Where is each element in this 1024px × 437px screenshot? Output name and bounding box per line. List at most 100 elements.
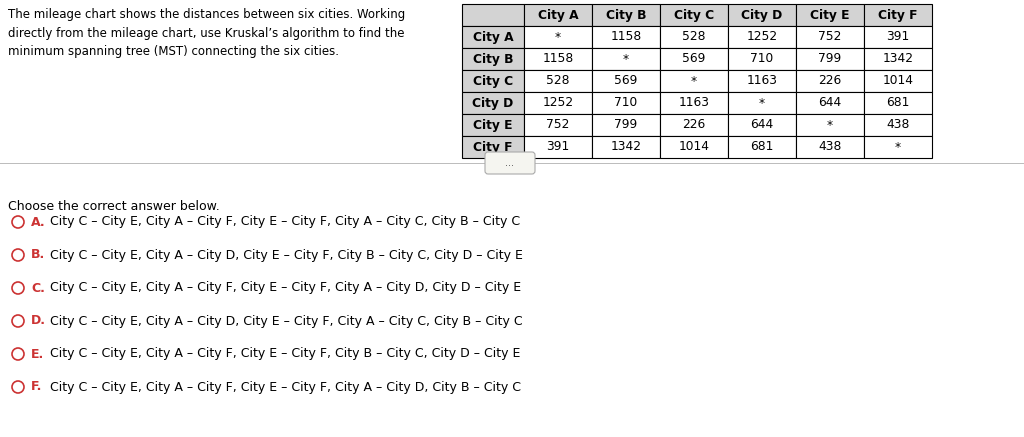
Bar	[524, 114, 592, 136]
Bar	[660, 92, 728, 114]
Bar	[660, 48, 728, 70]
Bar	[660, 114, 728, 136]
Bar	[462, 26, 524, 48]
Text: City C – City E, City A – City D, City E – City F, City B – City C, City D – Cit: City C – City E, City A – City D, City E…	[50, 249, 523, 261]
Bar	[592, 26, 660, 48]
Bar	[660, 26, 728, 48]
Text: City C – City E, City A – City F, City E – City F, City B – City C, City D – Cit: City C – City E, City A – City F, City E…	[50, 347, 520, 361]
Text: 752: 752	[547, 118, 569, 132]
Text: *: *	[759, 97, 765, 110]
Text: 1252: 1252	[543, 97, 573, 110]
Text: 226: 226	[682, 118, 706, 132]
Bar	[728, 4, 796, 26]
Text: City B: City B	[606, 8, 646, 21]
Text: City C – City E, City A – City F, City E – City F, City A – City D, City B – Cit: City C – City E, City A – City F, City E…	[50, 381, 521, 393]
Text: 391: 391	[547, 141, 569, 153]
Text: 1342: 1342	[883, 52, 913, 66]
Bar	[864, 70, 932, 92]
Text: B.: B.	[31, 249, 45, 261]
Text: 681: 681	[887, 97, 909, 110]
Bar	[796, 26, 864, 48]
Bar	[462, 70, 524, 92]
Text: City C: City C	[473, 74, 513, 87]
Text: 1014: 1014	[883, 74, 913, 87]
Text: City D: City D	[472, 97, 514, 110]
Text: City C – City E, City A – City F, City E – City F, City A – City C, City B – Cit: City C – City E, City A – City F, City E…	[50, 215, 520, 229]
Text: City A: City A	[538, 8, 579, 21]
Bar	[592, 114, 660, 136]
Text: *: *	[555, 31, 561, 44]
Bar	[864, 136, 932, 158]
Text: City C – City E, City A – City D, City E – City F, City A – City C, City B – Cit: City C – City E, City A – City D, City E…	[50, 315, 522, 327]
Text: 438: 438	[818, 141, 842, 153]
Text: *: *	[691, 74, 697, 87]
Text: 438: 438	[887, 118, 909, 132]
Bar	[728, 48, 796, 70]
Bar	[796, 4, 864, 26]
Text: 1342: 1342	[610, 141, 641, 153]
Bar	[524, 4, 592, 26]
Text: 528: 528	[682, 31, 706, 44]
Text: 644: 644	[751, 118, 773, 132]
Text: Choose the correct answer below.: Choose the correct answer below.	[8, 200, 220, 213]
Text: City C – City E, City A – City F, City E – City F, City A – City D, City D – Cit: City C – City E, City A – City F, City E…	[50, 281, 521, 295]
Bar	[660, 136, 728, 158]
Text: City D: City D	[741, 8, 782, 21]
Text: 1163: 1163	[746, 74, 777, 87]
Bar	[796, 70, 864, 92]
Text: 569: 569	[682, 52, 706, 66]
Text: 710: 710	[751, 52, 773, 66]
Text: City F: City F	[473, 141, 513, 153]
Bar	[796, 136, 864, 158]
Bar	[864, 48, 932, 70]
Bar	[728, 114, 796, 136]
Text: A.: A.	[31, 215, 46, 229]
Text: *: *	[895, 141, 901, 153]
Text: City C: City C	[674, 8, 714, 21]
Bar	[462, 48, 524, 70]
Bar	[660, 70, 728, 92]
Text: 710: 710	[614, 97, 638, 110]
Text: 1163: 1163	[679, 97, 710, 110]
Text: 226: 226	[818, 74, 842, 87]
Bar	[462, 92, 524, 114]
Bar	[796, 114, 864, 136]
Bar	[592, 4, 660, 26]
Text: 391: 391	[887, 31, 909, 44]
Bar	[864, 92, 932, 114]
Bar	[728, 70, 796, 92]
Text: City B: City B	[473, 52, 513, 66]
Text: City A: City A	[473, 31, 513, 44]
Text: 681: 681	[751, 141, 774, 153]
Text: F.: F.	[31, 381, 42, 393]
Bar	[592, 92, 660, 114]
Text: 752: 752	[818, 31, 842, 44]
Text: City E: City E	[810, 8, 850, 21]
Bar	[462, 114, 524, 136]
Text: 1158: 1158	[610, 31, 642, 44]
Bar	[864, 4, 932, 26]
Bar	[660, 4, 728, 26]
Bar	[524, 92, 592, 114]
Bar	[462, 4, 524, 26]
Bar	[524, 48, 592, 70]
Text: City E: City E	[473, 118, 513, 132]
Text: *: *	[827, 118, 834, 132]
Text: 799: 799	[614, 118, 638, 132]
Bar	[462, 136, 524, 158]
Text: 1252: 1252	[746, 31, 777, 44]
Text: D.: D.	[31, 315, 46, 327]
Bar	[524, 70, 592, 92]
Bar	[796, 48, 864, 70]
Bar	[592, 48, 660, 70]
Text: 1158: 1158	[543, 52, 573, 66]
Text: 569: 569	[614, 74, 638, 87]
Text: E.: E.	[31, 347, 44, 361]
Text: C.: C.	[31, 281, 45, 295]
Text: 1014: 1014	[679, 141, 710, 153]
Bar	[864, 26, 932, 48]
Text: City F: City F	[879, 8, 918, 21]
FancyBboxPatch shape	[485, 152, 535, 174]
Text: 799: 799	[818, 52, 842, 66]
Bar	[592, 136, 660, 158]
